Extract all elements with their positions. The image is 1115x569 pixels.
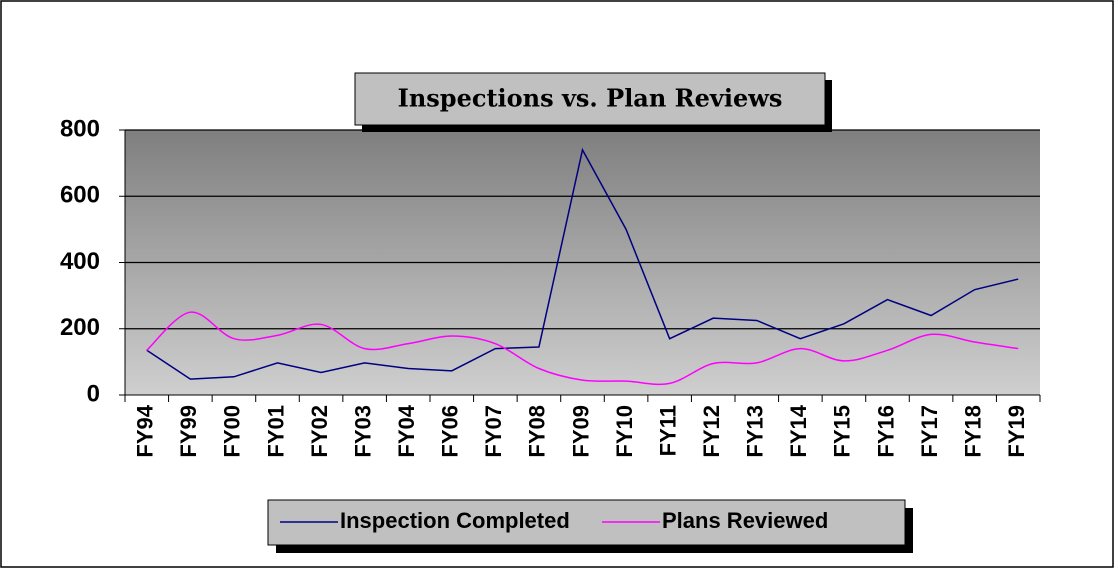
legend-box — [267, 499, 906, 546]
series-line — [146, 311, 1019, 386]
title-box — [354, 72, 826, 126]
x-tick-label: FY04 — [394, 404, 419, 457]
x-tick-label: FY15 — [830, 405, 855, 458]
x-tick-label: FY13 — [743, 405, 768, 458]
x-tick-label: FY17 — [917, 405, 942, 458]
x-tick-label: FY09 — [568, 405, 593, 458]
x-tick-label: FY08 — [525, 405, 550, 458]
x-tick-label: FY16 — [873, 405, 898, 458]
x-tick-label: FY14 — [786, 404, 811, 457]
x-tick-label: FY01 — [263, 405, 288, 458]
x-tick-label: FY00 — [220, 405, 245, 458]
y-tick-label: 0 — [87, 380, 100, 407]
x-tick-label: FY03 — [350, 405, 375, 458]
x-tick-label: FY06 — [438, 405, 463, 458]
x-tick-label: FY12 — [699, 405, 724, 458]
chart-title: Inspections vs. Plan Reviews — [398, 84, 783, 113]
x-tick-label: FY02 — [307, 405, 332, 458]
y-tick-label: 200 — [60, 314, 100, 341]
legend-label: Plans Reviewed — [662, 508, 828, 533]
x-tick-label: FY99 — [176, 405, 201, 458]
x-tick-label: FY19 — [1004, 405, 1029, 458]
x-tick-label: FY94 — [133, 404, 158, 457]
x-tick-label: FY18 — [960, 405, 985, 458]
x-tick-label: FY10 — [612, 405, 637, 458]
x-tick-label: FY11 — [655, 405, 680, 456]
y-tick-label: 400 — [60, 248, 100, 275]
y-tick-label: 800 — [60, 115, 100, 142]
series-line — [146, 147, 1019, 380]
y-tick-label: 600 — [60, 182, 100, 209]
x-tick-label: FY07 — [481, 405, 506, 458]
legend-label: Inspection Completed — [340, 508, 570, 533]
